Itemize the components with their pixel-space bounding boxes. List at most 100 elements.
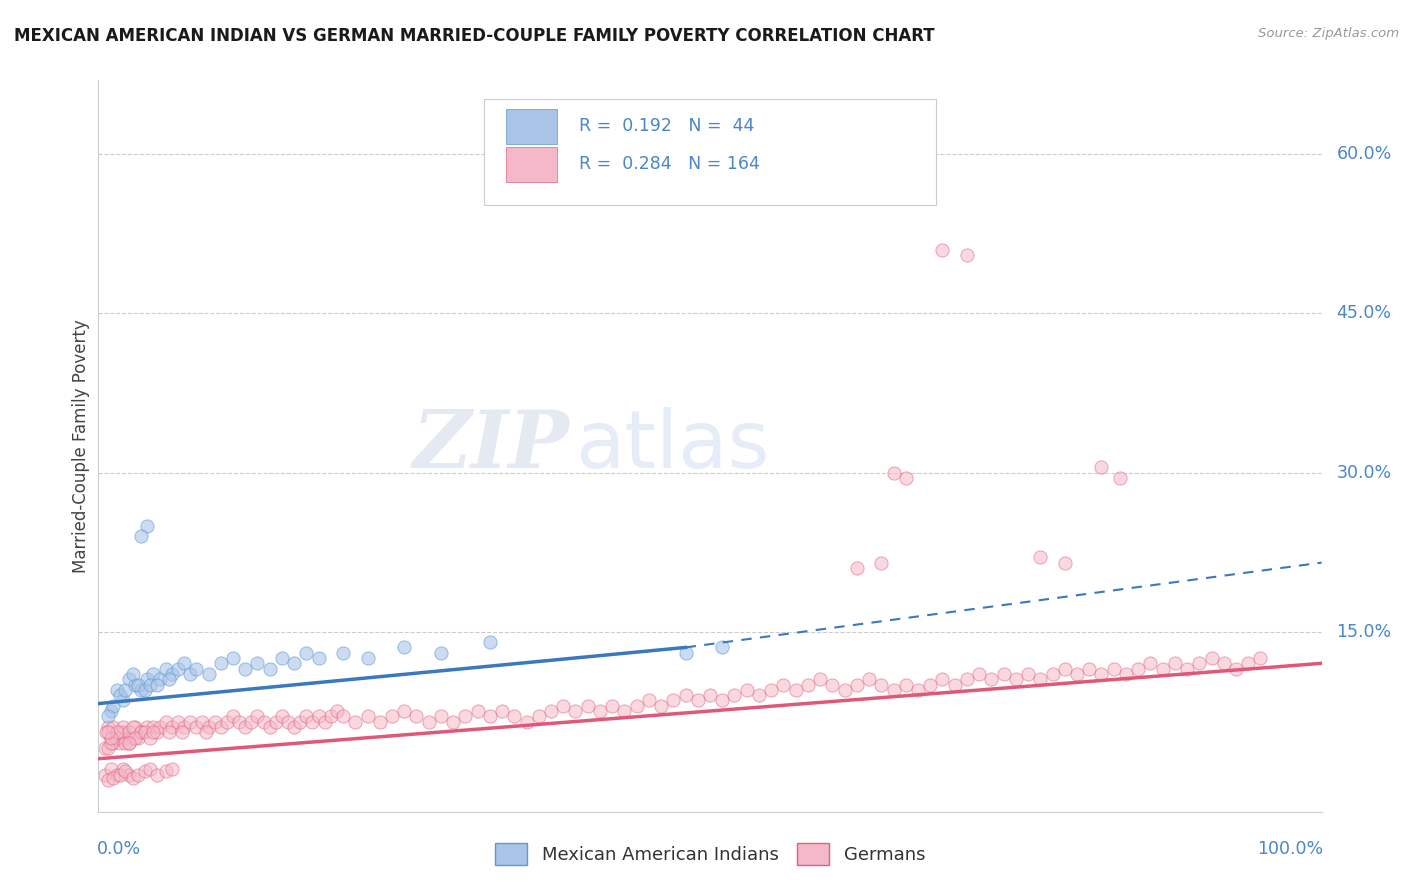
Point <box>134 725 156 739</box>
Point <box>711 693 734 707</box>
Point <box>105 767 128 781</box>
Point <box>97 709 120 723</box>
Point <box>980 672 1002 686</box>
Point <box>252 714 274 729</box>
Point <box>772 677 794 691</box>
Point <box>1078 662 1101 676</box>
Point <box>1164 657 1187 671</box>
Text: Source: ZipAtlas.com: Source: ZipAtlas.com <box>1258 27 1399 40</box>
Point <box>101 736 124 750</box>
Point <box>270 709 294 723</box>
Point <box>246 709 269 723</box>
Point <box>626 698 648 713</box>
Point <box>1152 662 1174 676</box>
Point <box>858 672 880 686</box>
Point <box>467 704 489 718</box>
Point <box>142 667 165 681</box>
Point <box>381 709 404 723</box>
Point <box>308 651 330 665</box>
Point <box>418 714 440 729</box>
Point <box>797 677 820 691</box>
Point <box>332 709 354 723</box>
Point <box>430 709 453 723</box>
Point <box>160 762 183 776</box>
Point <box>155 714 177 729</box>
Point <box>332 646 354 660</box>
Point <box>114 682 136 697</box>
Point <box>114 764 136 779</box>
Point <box>1029 550 1052 565</box>
Point <box>105 725 128 739</box>
Text: atlas: atlas <box>575 407 770 485</box>
Point <box>564 704 586 718</box>
Point <box>127 767 149 781</box>
Point <box>1139 657 1161 671</box>
Point <box>129 529 152 543</box>
Point <box>186 720 208 734</box>
Point <box>527 709 550 723</box>
Point <box>97 741 120 756</box>
Point <box>111 720 134 734</box>
Point <box>613 704 636 718</box>
Point <box>1115 667 1137 681</box>
Point <box>1053 556 1076 570</box>
Point <box>834 682 856 697</box>
Point <box>111 725 134 739</box>
Point <box>441 714 464 729</box>
Point <box>100 731 122 745</box>
Point <box>589 704 612 718</box>
Point <box>167 662 190 676</box>
Point <box>160 667 183 681</box>
Point <box>155 662 177 676</box>
Point <box>1017 667 1039 681</box>
Point <box>93 767 115 781</box>
Text: 100.0%: 100.0% <box>1257 839 1323 857</box>
Point <box>114 736 136 750</box>
Point <box>136 518 159 533</box>
Point <box>283 657 305 671</box>
Point <box>503 709 526 723</box>
Point <box>111 762 134 776</box>
Point <box>97 725 120 739</box>
Point <box>821 677 844 691</box>
Point <box>139 731 162 745</box>
Point <box>105 731 128 745</box>
Point <box>515 714 537 729</box>
Point <box>100 736 122 750</box>
Point <box>1090 667 1112 681</box>
Point <box>118 736 141 750</box>
Point <box>149 720 172 734</box>
Point <box>845 677 868 691</box>
Point <box>920 677 942 691</box>
Point <box>319 709 342 723</box>
Point <box>118 767 141 781</box>
Point <box>368 714 391 729</box>
Point <box>110 736 132 750</box>
Point <box>233 720 256 734</box>
Point <box>97 772 120 787</box>
Point <box>1004 672 1026 686</box>
Text: 45.0%: 45.0% <box>1336 304 1392 323</box>
Point <box>155 764 177 779</box>
Point <box>101 720 124 734</box>
Point <box>405 709 427 723</box>
Point <box>246 657 269 671</box>
Point <box>894 677 917 691</box>
Point <box>93 741 115 756</box>
Point <box>222 709 245 723</box>
Point <box>146 767 169 781</box>
Point <box>956 672 979 686</box>
Point <box>761 682 783 697</box>
Point <box>142 720 165 734</box>
Point <box>870 556 893 570</box>
Point <box>259 720 281 734</box>
Point <box>808 672 831 686</box>
Point <box>127 677 149 691</box>
Point <box>1053 662 1076 676</box>
Point <box>1188 657 1211 671</box>
Point <box>931 243 953 257</box>
Point <box>110 767 132 781</box>
Point <box>228 714 250 729</box>
Point <box>110 725 132 739</box>
Point <box>173 657 195 671</box>
